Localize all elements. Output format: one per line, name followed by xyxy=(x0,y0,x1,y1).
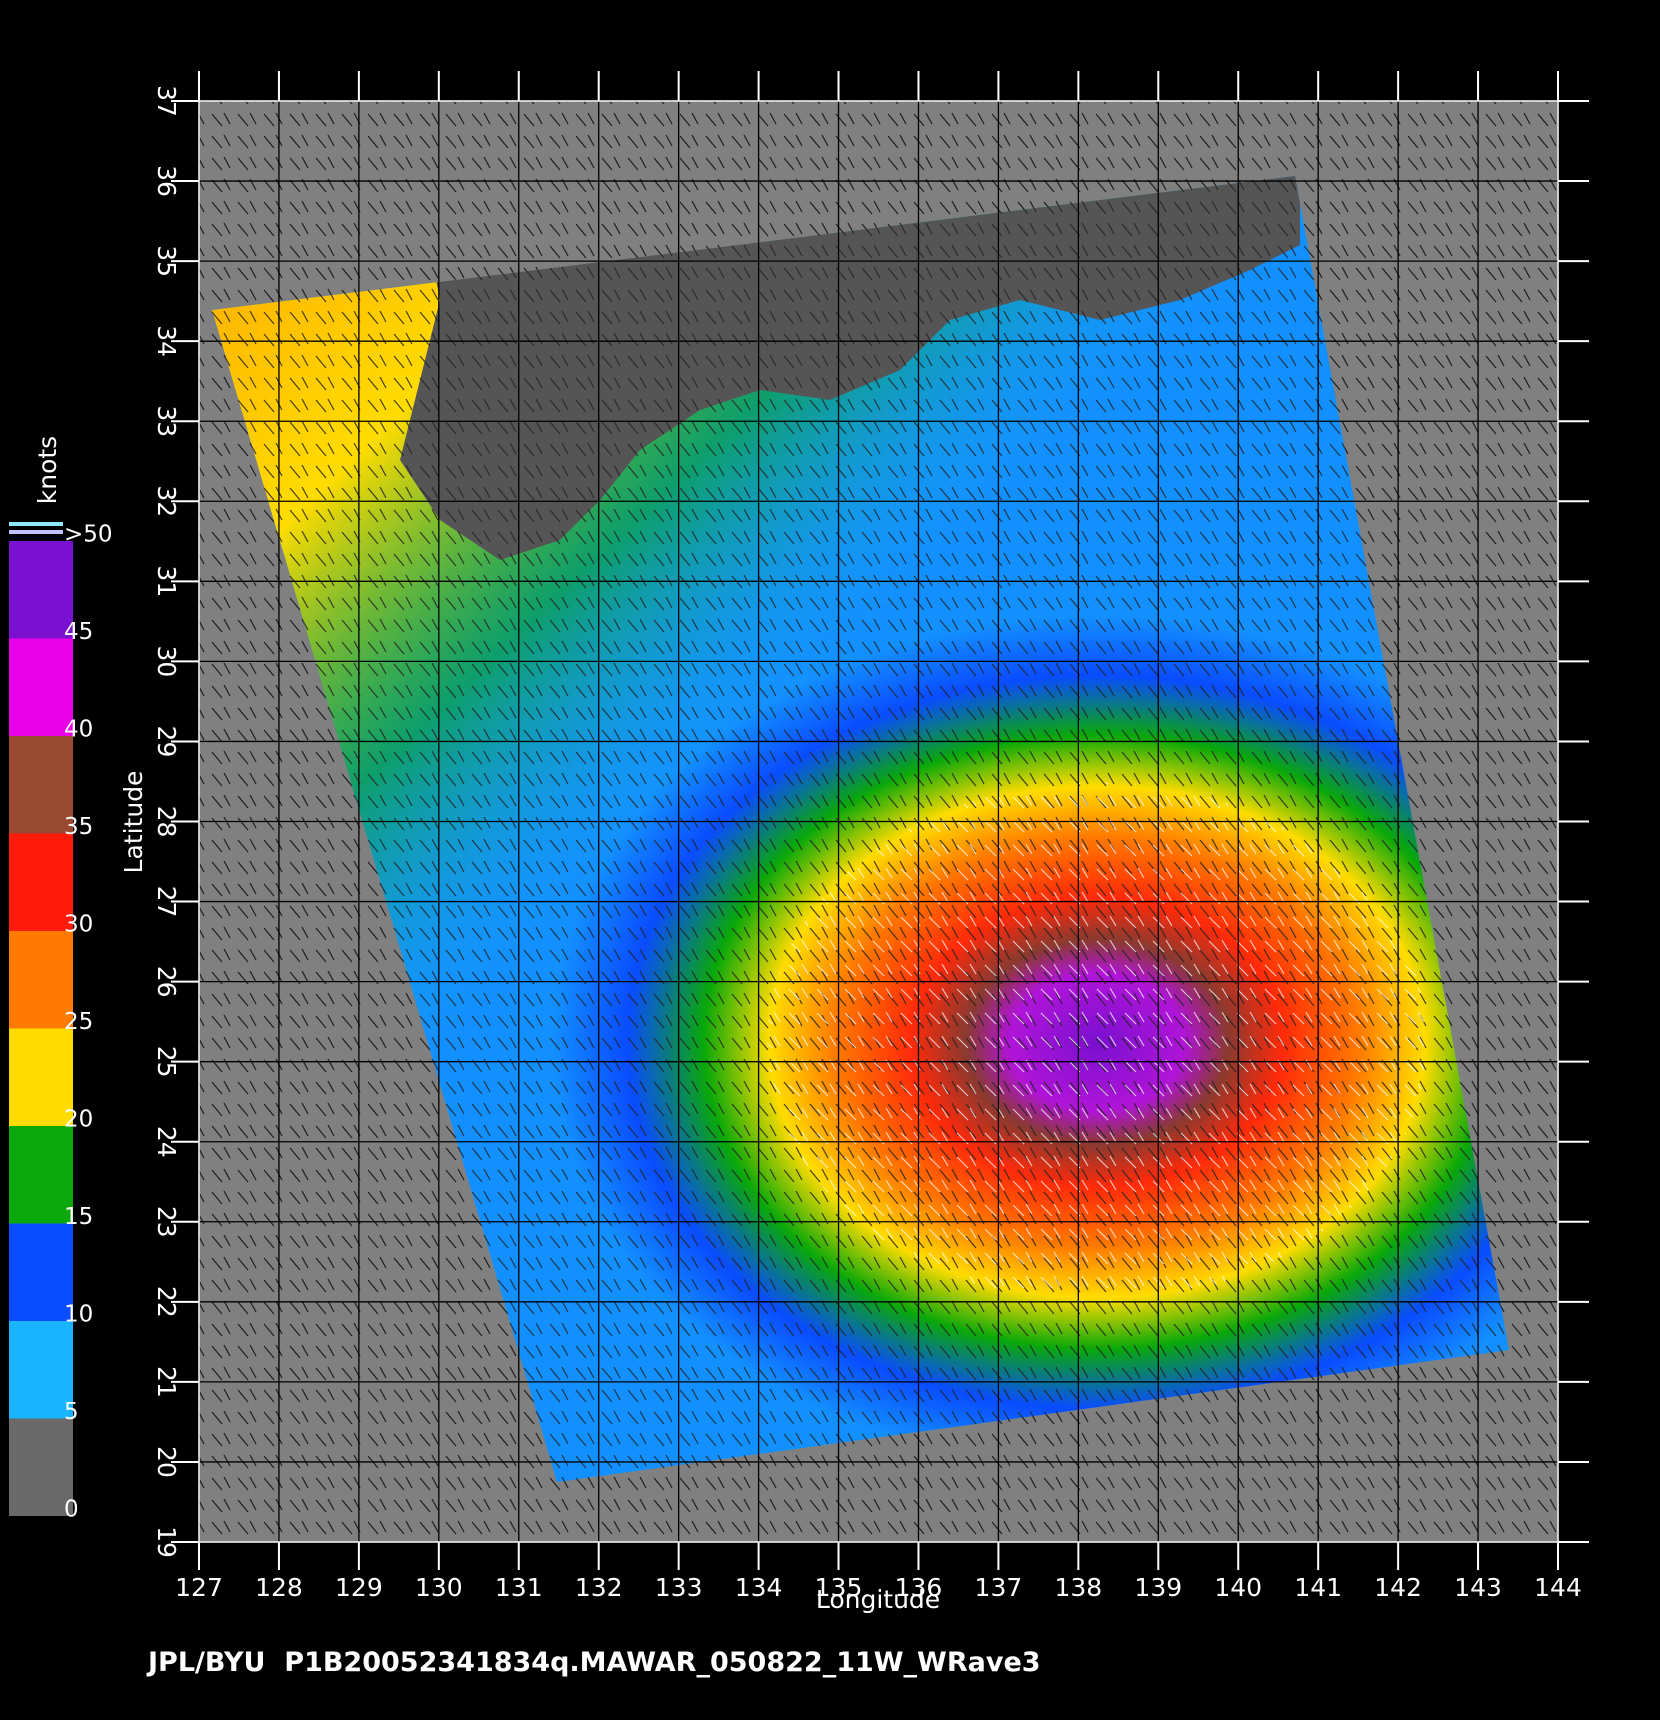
x-tick-label: 136 xyxy=(895,1573,943,1602)
colorbar-tick-label: >50 xyxy=(64,522,113,548)
y-tick-label: 21 xyxy=(152,1366,181,1398)
colorbar-tick-label: 25 xyxy=(64,1009,93,1035)
x-tick-label: 139 xyxy=(1134,1573,1182,1602)
x-tick-label: 137 xyxy=(975,1573,1023,1602)
colorbar-tick-label: 20 xyxy=(64,1107,93,1133)
colorbar-tick-label: 15 xyxy=(64,1204,93,1230)
x-tick-label: 131 xyxy=(495,1573,543,1602)
x-tick-label: 132 xyxy=(575,1573,623,1602)
map-field xyxy=(199,101,1558,1542)
y-tick-label: 33 xyxy=(152,405,181,437)
x-tick-label: 135 xyxy=(815,1573,863,1602)
colorbar-band xyxy=(9,931,73,1029)
colorbar-tick-label: 35 xyxy=(64,814,93,840)
colorbar-tick-label: 0 xyxy=(64,1497,79,1523)
plot-frame xyxy=(198,100,1559,1543)
colorbar-band xyxy=(9,541,73,639)
y-tick-label: 19 xyxy=(152,1526,181,1558)
colorbar-band xyxy=(9,1126,73,1224)
x-tick-label: 144 xyxy=(1534,1573,1582,1602)
colorbar-band xyxy=(9,1028,73,1126)
x-tick-label: 134 xyxy=(735,1573,783,1602)
y-tick-label: 35 xyxy=(152,245,181,277)
y-tick-label: 25 xyxy=(152,1046,181,1078)
x-tick-label: 138 xyxy=(1054,1573,1102,1602)
colorbar-tick-label: 30 xyxy=(64,912,93,938)
colorbar-band xyxy=(9,1418,73,1516)
colorbar-cap xyxy=(9,522,63,526)
y-axis-label: Latitude xyxy=(119,771,148,874)
y-tick-label: 32 xyxy=(152,485,181,517)
y-tick-label: 31 xyxy=(152,565,181,597)
x-tick-label: 129 xyxy=(335,1573,383,1602)
colorbar-cap xyxy=(9,530,63,534)
y-tick-label: 20 xyxy=(152,1446,181,1478)
axes: 127 128 129 130 131 132 133 134 135 136 137 138 139 1… xyxy=(9,71,1589,1602)
x-tick-label: 143 xyxy=(1454,1573,1502,1602)
x-axis-label: Longitude xyxy=(816,1585,940,1614)
colorbar-band xyxy=(9,1321,73,1419)
colorbar-tick-label: 40 xyxy=(64,717,93,743)
y-tick-label: 24 xyxy=(152,1126,181,1158)
y-tick-label: 37 xyxy=(152,85,181,117)
colorbar-tick-label: 5 xyxy=(64,1399,79,1425)
y-tick-label: 22 xyxy=(152,1286,181,1318)
y-tick-label: 34 xyxy=(152,325,181,357)
colorbar-band xyxy=(9,833,73,931)
y-tick-label: 23 xyxy=(152,1206,181,1238)
colorbar-band xyxy=(9,1223,73,1321)
x-tick-label: 142 xyxy=(1374,1573,1422,1602)
colorbar-tick-label: 10 xyxy=(64,1302,93,1328)
x-tick-label: 130 xyxy=(415,1573,463,1602)
y-tick-label: 26 xyxy=(152,966,181,998)
x-tick-label: 140 xyxy=(1214,1573,1262,1602)
x-tick-label: 141 xyxy=(1294,1573,1342,1602)
y-tick-label: 28 xyxy=(152,806,181,838)
y-tick-label: 30 xyxy=(152,645,181,677)
colorbar-band xyxy=(9,638,73,736)
colorbar-tick-label: 45 xyxy=(64,619,93,645)
y-tick-label: 29 xyxy=(152,726,181,758)
colorbar-label: knots xyxy=(33,436,62,504)
x-tick-label: 128 xyxy=(255,1573,303,1602)
y-tick-label: 36 xyxy=(152,165,181,197)
y-tick-label: 27 xyxy=(152,886,181,918)
x-tick-label: 133 xyxy=(655,1573,703,1602)
x-tick-label: 127 xyxy=(175,1573,223,1602)
colorbar-band xyxy=(9,736,73,834)
footer: JPL/BYU P1B20052341834q.MAWAR_050822_11W… xyxy=(146,1647,1041,1678)
